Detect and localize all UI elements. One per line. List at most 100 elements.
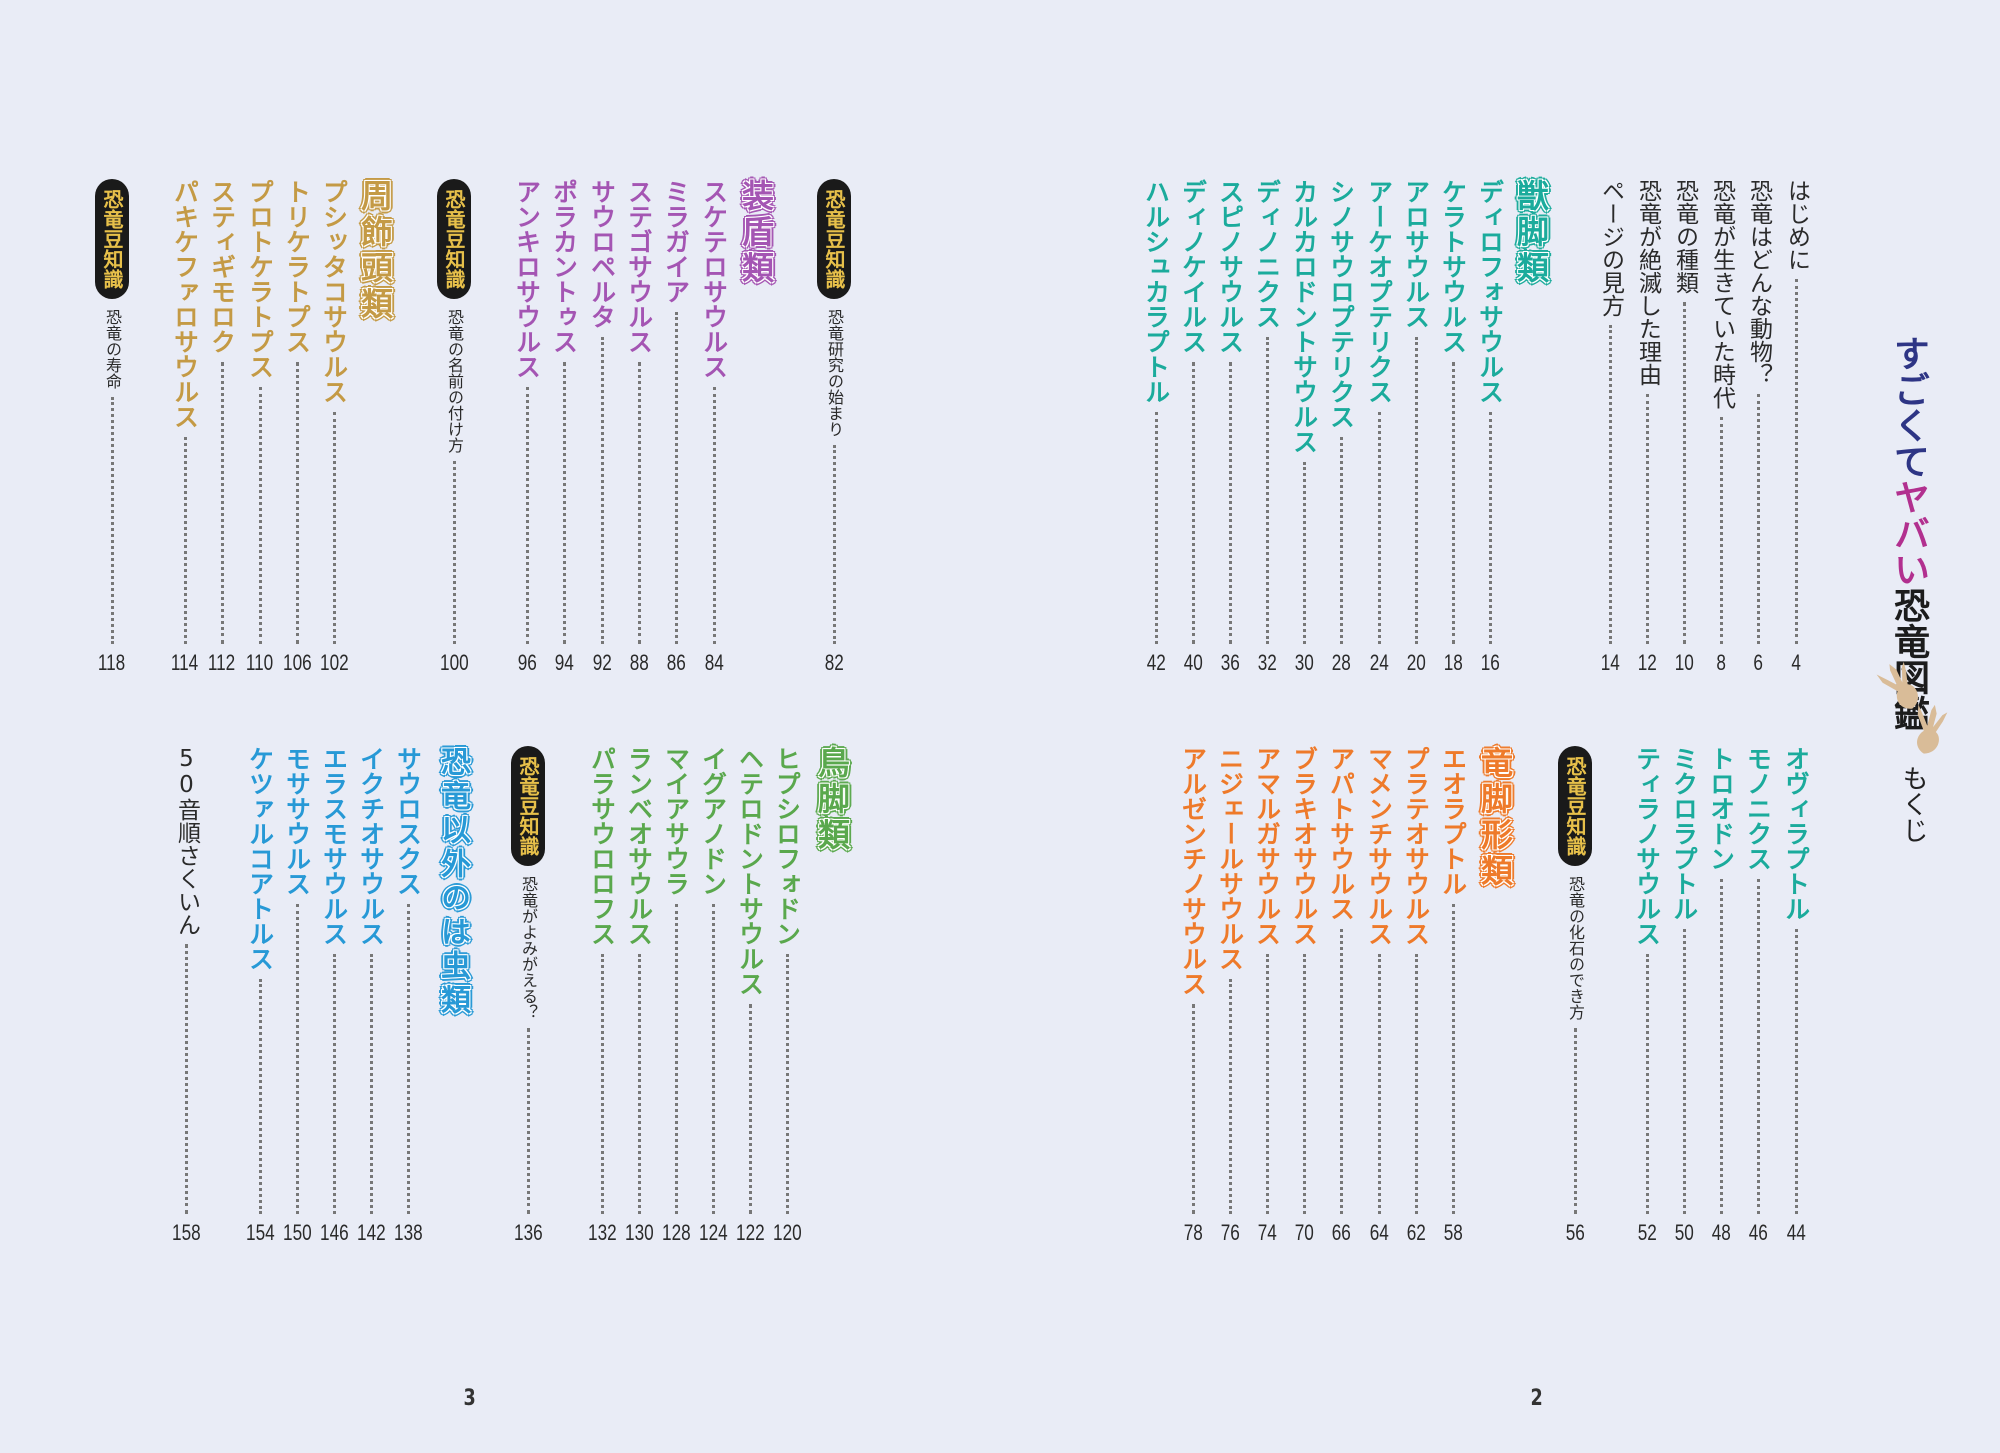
toc-entry[interactable]: イグアノドン 124 xyxy=(691,746,735,1246)
toc-entry[interactable]: 恐竜が生きていた時代 8 xyxy=(1699,179,1743,676)
toc-entry[interactable]: ヘテロドントサウルス 122 xyxy=(728,746,772,1246)
toc-entry[interactable]: ディロフォサウルス 16 xyxy=(1468,179,1512,676)
toc-entry[interactable]: トリケラトプス 106 xyxy=(275,179,319,676)
toc-entry[interactable]: 恐竜はどんな動物？ 6 xyxy=(1736,179,1780,676)
toc-entry[interactable]: 恐竜の種類 10 xyxy=(1662,179,1706,676)
entry-title: シノサウロプテリクス xyxy=(1326,179,1356,429)
toc-entry[interactable]: 恐竜豆知識 恐竜の化石のでき方 56 xyxy=(1553,746,1597,1246)
toc-entry[interactable]: アマルガサウルス 74 xyxy=(1245,746,1289,1246)
toc-entry[interactable]: アルゼンチノサウルス 78 xyxy=(1171,746,1215,1246)
toc-entry[interactable]: サウロペルタ 92 xyxy=(580,179,624,676)
page-number: 146 xyxy=(319,1220,349,1245)
toc-entry[interactable]: アロサウルス 20 xyxy=(1394,179,1438,676)
dotted-leader xyxy=(785,954,789,1214)
entry-title: パキケファロサウルス xyxy=(170,179,200,429)
toc-entry[interactable]: ミクロラプトル 50 xyxy=(1662,746,1706,1246)
page-number: 46 xyxy=(1748,1220,1768,1245)
toc-entry[interactable]: シノサウロプテリクス 28 xyxy=(1319,179,1363,676)
dotted-leader xyxy=(1488,412,1492,644)
page-number: 130 xyxy=(624,1220,654,1245)
toc-entry[interactable]: ケツァルコアトルス 154 xyxy=(238,746,282,1246)
page-number: 62 xyxy=(1406,1220,1426,1245)
toc-entry[interactable]: スピノサウルス 36 xyxy=(1208,179,1252,676)
toc-entry[interactable]: ニジェールサウルス 76 xyxy=(1208,746,1252,1246)
category-header: 鳥脚類 xyxy=(810,746,854,854)
page-number: 78 xyxy=(1183,1220,1203,1245)
dotted-leader xyxy=(295,362,299,644)
dotted-leader xyxy=(1794,929,1798,1214)
dotted-leader xyxy=(1794,279,1798,644)
dotted-leader xyxy=(295,904,299,1214)
toc-entry[interactable]: ポラカントゥス 94 xyxy=(542,179,586,676)
toc-entry[interactable]: プシッタコサウルス 102 xyxy=(312,179,356,676)
toc-entry[interactable]: モササウルス 150 xyxy=(275,746,319,1246)
toc-entry[interactable]: 恐竜豆知識 恐竜の寿命 118 xyxy=(90,179,134,676)
toc-entry[interactable]: ディノニクス 32 xyxy=(1245,179,1289,676)
toc-entry[interactable]: スティギモロク 112 xyxy=(200,179,244,676)
toc-entry[interactable]: アパトサウルス 66 xyxy=(1319,746,1363,1246)
entry-title: サウロペルタ xyxy=(587,179,617,329)
toc-entry[interactable]: 恐竜が絶滅した理由 12 xyxy=(1625,179,1669,676)
toc-entry[interactable]: ブラキオサウルス 70 xyxy=(1282,746,1326,1246)
entry-title: イクチオサウルス xyxy=(356,746,386,946)
page-number: 96 xyxy=(517,650,537,675)
entry-title: はじめに xyxy=(1783,179,1810,271)
toc-entry[interactable]: スケテロサウルス 84 xyxy=(692,179,736,676)
toc-entry[interactable]: ケラトサウルス 18 xyxy=(1431,179,1475,676)
toc-entry[interactable]: カルカロドントサウルス 30 xyxy=(1282,179,1326,676)
toc-entry[interactable]: エオラプトル 58 xyxy=(1431,746,1475,1246)
toc-entry[interactable]: パラサウロロフス 132 xyxy=(580,746,624,1246)
toc-entry[interactable]: 恐竜豆知識 恐竜の名前の付け方 100 xyxy=(432,179,476,676)
toc-entry[interactable]: ティラノサウルス 52 xyxy=(1625,746,1669,1246)
toc-entry[interactable]: プロトケラトプス 110 xyxy=(238,179,282,676)
entry-title: 恐竜がよみがえる？ xyxy=(519,876,538,1020)
entry-title: パラサウロロフス xyxy=(587,746,617,946)
page-number: 56 xyxy=(1565,1220,1585,1245)
toc-entry[interactable]: 50音順さくいん 158 xyxy=(164,746,208,1246)
dotted-leader xyxy=(332,954,336,1214)
toc-entry[interactable]: オヴィラプトル 44 xyxy=(1774,746,1818,1246)
entry-title: アーケオプテリクス xyxy=(1364,179,1394,404)
entry-title: ケラトサウルス xyxy=(1438,179,1468,354)
toc-entry[interactable]: モノニクス 46 xyxy=(1736,746,1780,1246)
dotted-leader xyxy=(258,387,262,644)
toc-entry[interactable]: マメンチサウルス 64 xyxy=(1357,746,1401,1246)
dotted-leader xyxy=(1645,954,1649,1214)
toc-entry[interactable]: ステゴサウルス 88 xyxy=(617,179,661,676)
toc-entry[interactable]: アンキロサウルス 96 xyxy=(505,179,549,676)
toc-entry[interactable]: トロオドン 48 xyxy=(1699,746,1743,1246)
toc-entry[interactable]: サウロスクス 138 xyxy=(386,746,430,1246)
page-number: 102 xyxy=(319,650,349,675)
dotted-leader xyxy=(832,445,836,644)
toc-entry[interactable]: プラテオサウルス 62 xyxy=(1394,746,1438,1246)
toc-entry[interactable]: ページの見方 14 xyxy=(1588,179,1632,676)
toc-entry[interactable]: アーケオプテリクス 24 xyxy=(1357,179,1401,676)
dotted-leader xyxy=(1154,412,1158,644)
toc-entry[interactable]: ヒプシロフォドン 120 xyxy=(765,746,809,1246)
entry-title: 恐竜が生きていた時代 xyxy=(1708,179,1735,409)
toc-entry[interactable]: イクチオサウルス 142 xyxy=(349,746,393,1246)
toc-entry[interactable]: エラスモサウルス 146 xyxy=(312,746,356,1246)
page-number: 112 xyxy=(208,650,236,675)
entry-title: アパトサウルス xyxy=(1326,746,1356,921)
page-number: 66 xyxy=(1331,1220,1351,1245)
toc-entry[interactable]: ハルシュカラプトル 42 xyxy=(1134,179,1178,676)
toc-entry[interactable]: マイアサウラ 128 xyxy=(654,746,698,1246)
toc-entry[interactable]: ランベオサウルス 130 xyxy=(617,746,661,1246)
dotted-leader xyxy=(1608,325,1612,644)
category-title: 周飾頭類 xyxy=(356,179,394,323)
toc-entry[interactable]: ミラガイア 86 xyxy=(654,179,698,676)
entry-title: ハルシュカラプトル xyxy=(1141,179,1171,404)
toc-entry[interactable]: パキケファロサウルス 114 xyxy=(163,179,207,676)
entry-title: エオラプトル xyxy=(1438,746,1468,896)
toc-entry[interactable]: はじめに 4 xyxy=(1774,179,1818,676)
page-number: 158 xyxy=(171,1220,201,1245)
page-number: 128 xyxy=(661,1220,691,1245)
dotted-leader xyxy=(1228,362,1232,644)
toc-entry[interactable]: 恐竜豆知識 恐竜研究の始まり 82 xyxy=(812,179,856,676)
toc-entry[interactable]: ディノケイルス 40 xyxy=(1171,179,1215,676)
page-number: 92 xyxy=(592,650,612,675)
toc-entry[interactable]: 恐竜豆知識 恐竜がよみがえる？ 136 xyxy=(506,746,550,1246)
entry-title: アマルガサウルス xyxy=(1252,746,1282,946)
dotted-leader xyxy=(1414,337,1418,644)
